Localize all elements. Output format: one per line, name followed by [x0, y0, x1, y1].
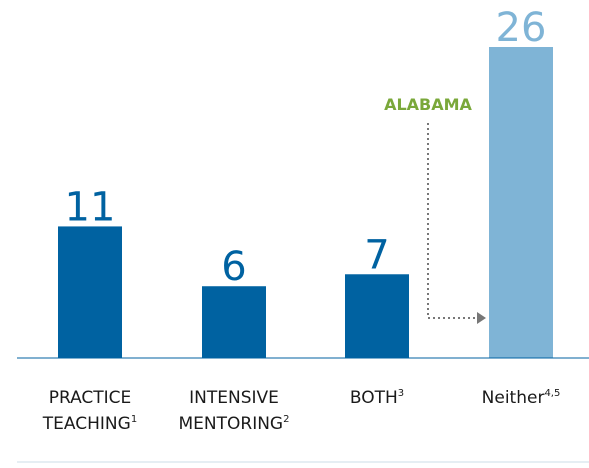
x-tick-label: MENTORING2: [179, 414, 290, 434]
category-text: PRACTICE: [49, 388, 132, 408]
x-tick-label: Neither4,5: [482, 388, 561, 408]
bar: [202, 286, 266, 358]
category-text: Neither: [482, 388, 545, 408]
footnote-marker: 1: [131, 414, 137, 425]
bar: [58, 226, 122, 358]
footnote-marker: 4,5: [544, 388, 560, 399]
category-text: BOTH: [350, 388, 398, 408]
value-label: 26: [496, 5, 547, 51]
x-tick-label: TEACHING1: [42, 414, 137, 434]
bar: [345, 274, 409, 358]
footnote-marker: 3: [398, 388, 404, 399]
x-tick-label: PRACTICE: [49, 388, 132, 408]
value-label: 7: [364, 232, 389, 278]
category-text: TEACHING: [42, 414, 131, 434]
annotation: ALABAMA: [384, 95, 472, 114]
value-label: 6: [221, 244, 246, 290]
annotation-arrow: [427, 123, 477, 319]
footnote-marker: 2: [283, 414, 289, 425]
x-tick-label: INTENSIVE: [189, 388, 279, 408]
category-text: INTENSIVE: [189, 388, 279, 408]
bar: [489, 47, 553, 358]
value-label: 11: [65, 184, 116, 230]
arrow-head: [477, 312, 486, 324]
category-text: MENTORING: [179, 414, 284, 434]
x-tick-label: BOTH3: [350, 388, 404, 408]
